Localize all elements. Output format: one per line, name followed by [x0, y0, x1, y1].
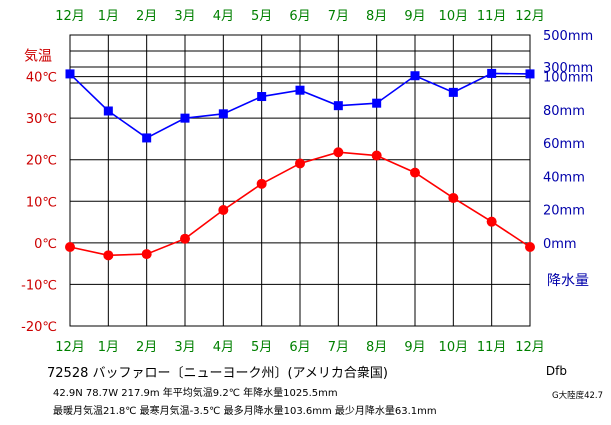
bottom-month-labels: 12月 1月 2月 3月 4月 5月 6月 7月 8月 9月 10月 11月 12月 — [55, 340, 545, 355]
top-month-label: 9月 — [404, 9, 425, 24]
continentality-index: G大陸度42.7 — [551, 391, 603, 401]
bottom-month-label: 12月 — [55, 340, 85, 355]
bottom-month-label: 5月 — [251, 340, 272, 355]
temperature-point — [525, 242, 535, 253]
temperature-point — [256, 178, 267, 189]
temperature-tick-label: 30℃ — [26, 112, 57, 127]
precipitation-tick-label: 500mm — [543, 29, 593, 44]
bottom-month-label: 11月 — [477, 340, 507, 355]
top-month-label: 8月 — [366, 9, 387, 24]
bottom-month-label: 1月 — [98, 340, 119, 355]
temperature-tick-label: 20℃ — [26, 154, 57, 169]
precipitation-point — [372, 98, 382, 108]
precipitation-point — [487, 68, 497, 78]
top-month-label: 5月 — [251, 9, 272, 24]
temperature-tick-label: 10℃ — [26, 195, 57, 210]
bottom-month-label: 8月 — [366, 340, 387, 355]
temperature-point — [448, 192, 459, 203]
precipitation-tick-label: 0mm — [543, 237, 577, 252]
precipitation-point — [525, 69, 535, 79]
top-month-label: 4月 — [213, 9, 234, 24]
top-month-labels: 12月 1月 2月 3月 4月 5月 6月 7月 8月 9月 10月 11月 12月 — [55, 9, 545, 24]
temperature-point — [65, 242, 75, 253]
temperature-axis-title: 気温 — [24, 49, 52, 65]
top-month-label: 2月 — [136, 9, 157, 24]
precipitation-point — [295, 85, 305, 95]
temperature-tick-label: 0℃ — [34, 237, 57, 252]
precipitation-point — [65, 69, 75, 79]
bottom-month-label: 10月 — [439, 340, 469, 355]
station-details: 42.9N 78.7W 217.9m 年平均気温9.2℃ 年降水量1025.5m… — [53, 388, 338, 399]
precipitation-tick-label: 300mm — [543, 61, 593, 76]
temperature-point — [141, 249, 152, 260]
temperature-point — [371, 150, 382, 161]
temperature-tick-label: -10℃ — [21, 278, 57, 293]
precipitation-tick-label: 40mm — [543, 170, 585, 185]
chart-grid — [69, 34, 531, 327]
station-title: 72528 バッファロー〔ニューヨーク州〕(アメリカ合衆国) — [47, 366, 388, 381]
bottom-month-label: 3月 — [174, 340, 195, 355]
bottom-month-label: 9月 — [404, 340, 425, 355]
precipitation-tick-label: 60mm — [543, 137, 585, 152]
precipitation-point — [448, 87, 458, 97]
top-month-label: 7月 — [328, 9, 349, 24]
bottom-month-label: 7月 — [328, 340, 349, 355]
temperature-tick-label: -20℃ — [21, 320, 57, 335]
temperature-axis: 気温 40℃ 30℃ 20℃ 10℃ 0℃ -10℃ -20℃ — [21, 49, 57, 335]
top-month-label: 1月 — [98, 9, 119, 24]
temperature-tick-label: 40℃ — [26, 71, 57, 86]
precipitation-point — [103, 106, 113, 116]
top-month-label: 6月 — [289, 9, 310, 24]
precipitation-point — [257, 92, 267, 102]
top-month-label: 10月 — [439, 9, 469, 24]
precipitation-point — [333, 101, 343, 111]
bottom-month-label: 4月 — [213, 340, 234, 355]
temperature-point — [333, 147, 344, 158]
precipitation-tick-label: 80mm — [543, 104, 585, 119]
precipitation-point — [410, 71, 420, 81]
temperature-point — [295, 158, 305, 169]
climate-chart: 12月 1月 2月 3月 4月 5月 6月 7月 8月 9月 10月 11月 12月 12月 1月 2月 3月… — [21, 9, 593, 355]
bottom-month-label: 12月 — [515, 340, 545, 355]
temperature-point — [410, 167, 420, 178]
precipitation-point — [180, 113, 190, 123]
koppen-class: Dfb — [545, 364, 567, 378]
bottom-month-label: 6月 — [289, 340, 310, 355]
temperature-point — [180, 233, 190, 244]
precipitation-point — [218, 109, 228, 119]
top-month-label: 11月 — [477, 9, 507, 24]
temperature-point — [103, 250, 114, 261]
top-month-label: 3月 — [174, 9, 195, 24]
top-month-label: 12月 — [55, 9, 85, 24]
temperature-point — [218, 205, 229, 216]
station-extremes: 最暖月気温21.8℃ 最寒月気温-3.5℃ 最多月降水量103.6mm 最少月降… — [53, 406, 437, 417]
temperature-point — [486, 216, 497, 227]
temperature-series — [65, 147, 535, 261]
precipitation-tick-label: 20mm — [543, 204, 585, 219]
precipitation-point — [142, 133, 152, 143]
top-month-label: 12月 — [515, 9, 545, 24]
bottom-month-label: 2月 — [136, 340, 157, 355]
precipitation-series — [65, 68, 535, 143]
precipitation-tick-label: 100mm — [543, 71, 593, 86]
precipitation-axis-title: 降水量 — [547, 273, 589, 289]
